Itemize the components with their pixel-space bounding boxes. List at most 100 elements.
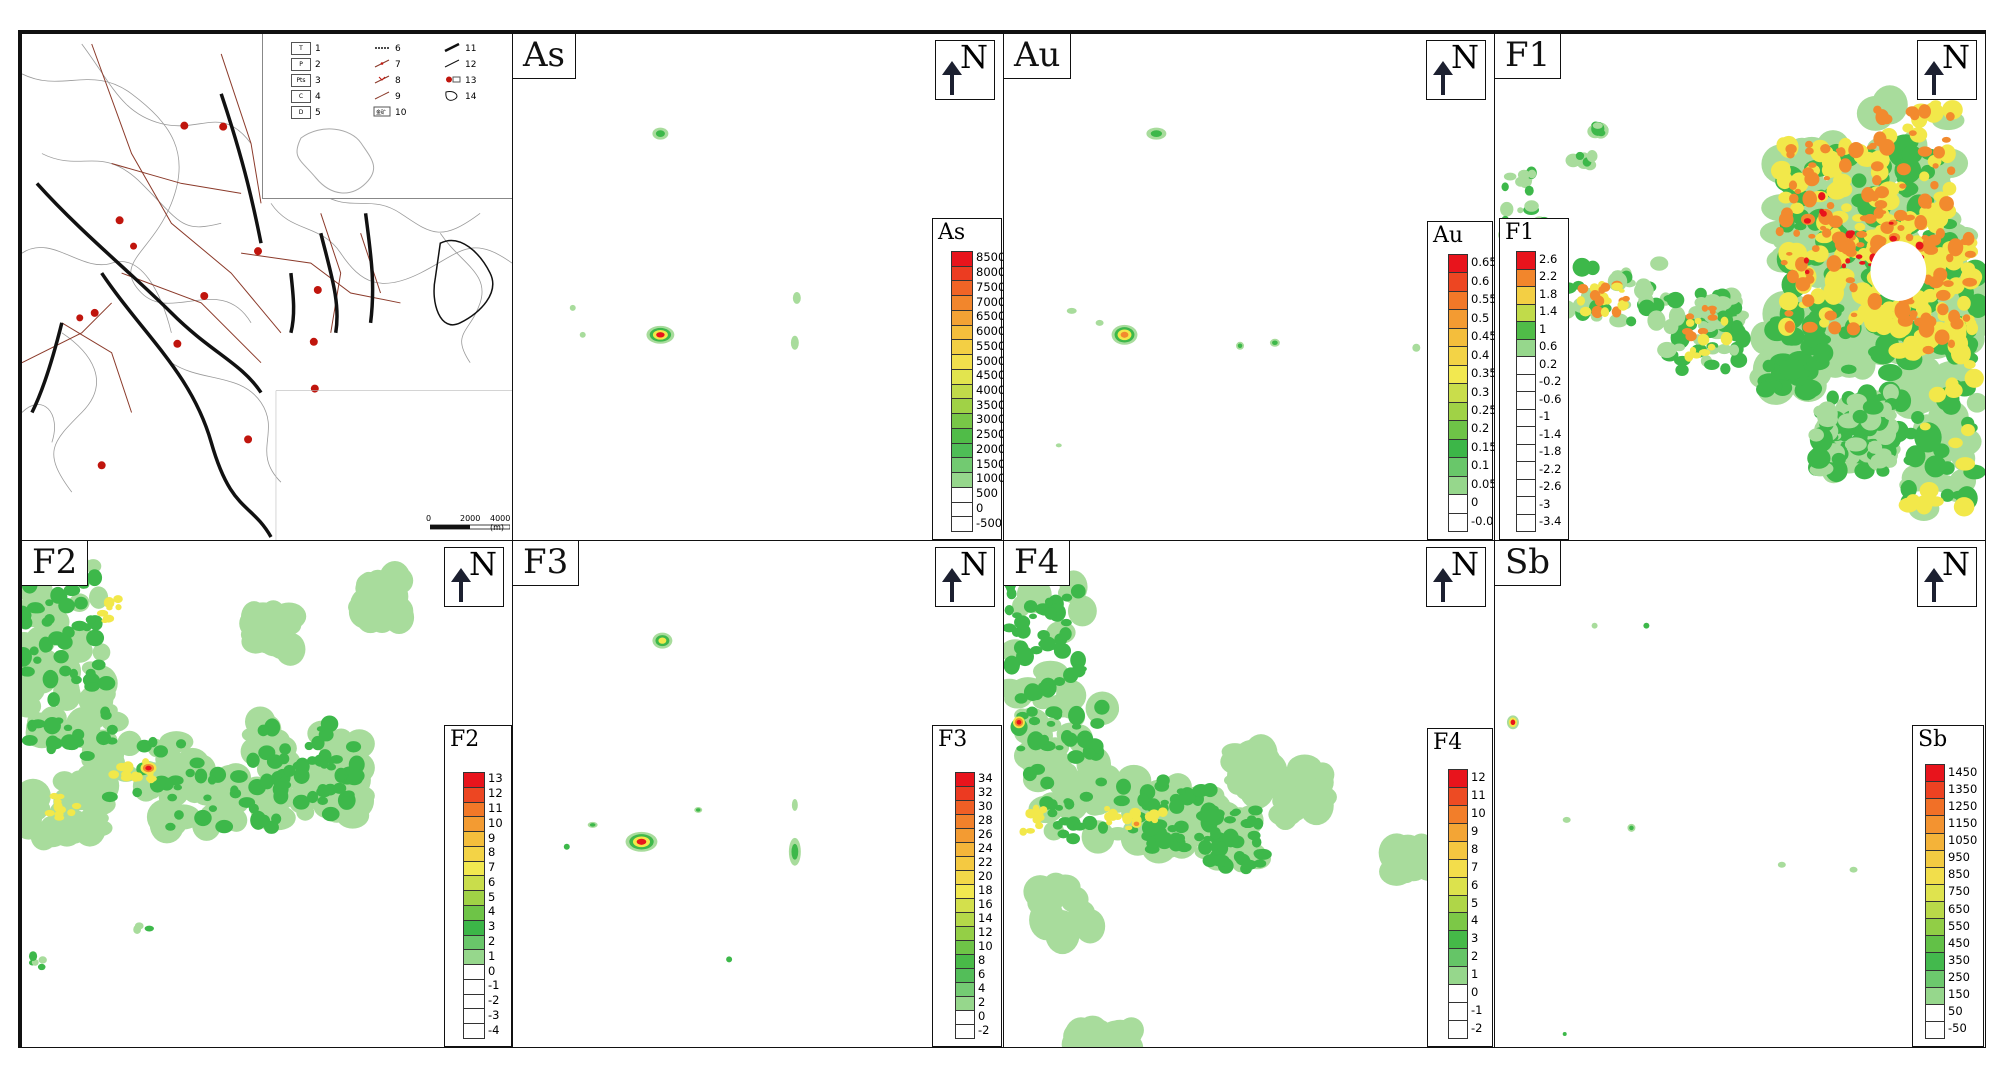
- anomaly-contour: [1845, 277, 1856, 284]
- legend-tick-label: 2.2: [1539, 269, 1558, 284]
- legend-swatch: [1448, 948, 1468, 968]
- legend-tick-label: 6: [978, 967, 986, 981]
- geology-legend-number: 10: [395, 108, 407, 118]
- anomaly-contour: [1780, 259, 1788, 266]
- anomaly-contour: [148, 736, 158, 748]
- anomaly-contour: [655, 130, 665, 138]
- legend-swatch: [463, 831, 485, 847]
- anomaly-contour: [1870, 453, 1889, 469]
- anomaly-contour: [1821, 228, 1832, 238]
- anomaly-contour: [193, 780, 217, 806]
- legend-title: Sb: [1918, 727, 1948, 752]
- anomaly-contour: [1966, 392, 1985, 413]
- color-legend-sb: Sb 1450 1350 1250 1150 1050 950 850 750 650 550 450…: [1912, 725, 1984, 1047]
- anomaly-contour: [1964, 250, 1976, 258]
- legend-tick-label: 6500: [976, 309, 1004, 324]
- anomaly-contour: [1918, 104, 1932, 119]
- anomaly-contour: [1707, 305, 1717, 312]
- anomaly-contour: [1241, 859, 1258, 870]
- anomaly-contour: [1155, 831, 1174, 850]
- north-arrow-icon: [1924, 568, 1944, 602]
- anomaly-contour: [30, 719, 46, 729]
- anomaly-contour: [1947, 339, 1956, 349]
- legend-tick-label: 1250: [1948, 798, 1978, 813]
- anomaly-contour: [1234, 774, 1258, 801]
- anomaly-contour: [22, 666, 35, 677]
- anomaly-contour: [1006, 588, 1017, 600]
- legend-tick-label: 8: [978, 953, 986, 967]
- anomaly-contour: [304, 741, 314, 751]
- anomaly-contour: [1060, 730, 1073, 745]
- geology-legend-item-14: 14: [443, 90, 476, 104]
- anomaly-contour: [1946, 253, 1954, 263]
- anomaly-contour: [1626, 316, 1637, 327]
- anomaly-contour: [1510, 719, 1516, 726]
- anomaly-contour: [1918, 319, 1935, 338]
- legend-swatch: [955, 800, 975, 815]
- color-legend-f2: F2 13 12 11 10 9 8 7 6 5 4 3 2 1 0 -1 -2 -3 -4: [444, 725, 512, 1047]
- anomaly-contour: [29, 604, 39, 611]
- legend-swatch: [955, 772, 975, 787]
- anomaly-contour: [1889, 235, 1897, 242]
- anomaly-contour: [1071, 664, 1086, 678]
- legend-tick-label: 1.4: [1539, 304, 1558, 319]
- legend-tick-label: 26: [978, 827, 993, 841]
- anomaly-contour: [1225, 748, 1252, 779]
- anomaly-contour: [1786, 150, 1795, 159]
- legend-swatch: [463, 801, 485, 818]
- legend-tick-label: 11: [488, 800, 503, 815]
- anomaly-contour: [1222, 828, 1239, 848]
- anomaly-contour: [1816, 401, 1838, 427]
- geology-legend-item-12: 12: [443, 58, 476, 72]
- figure-frame: T 1 P 2 Pts 3 C 4 D 5 6 7 8 9 金矿 10 11 12 13 14 0 2000 4000…: [18, 30, 1986, 1048]
- legend-tick-label: 5000: [976, 353, 1004, 368]
- north-label: N: [1451, 38, 1479, 76]
- anomaly-contour: [1011, 627, 1022, 637]
- legend-swatch: [463, 875, 485, 892]
- legend-tick-label: -3: [1539, 496, 1551, 511]
- geology-legend-number: 14: [465, 92, 477, 102]
- anomaly-contour: [1906, 298, 1915, 305]
- anomaly-map-au: [1055, 127, 1421, 448]
- anomaly-contour: [1617, 299, 1629, 311]
- legend-tick-label: 950: [1948, 850, 1970, 865]
- anomaly-contour: [1966, 293, 1985, 318]
- legend-swatch: [1516, 286, 1536, 305]
- anomaly-contour: [1071, 723, 1082, 730]
- legend-swatch: [1516, 426, 1536, 445]
- geology-legend-number: 12: [465, 60, 477, 70]
- anomaly-contour: [332, 782, 347, 794]
- legend-tick-label: 4500: [976, 368, 1004, 383]
- north-arrow-icon: [1924, 61, 1944, 95]
- legend-swatch: [1448, 290, 1468, 311]
- anomaly-contour: [1777, 861, 1786, 868]
- anomaly-contour: [208, 805, 218, 813]
- anomaly-contour: [1246, 745, 1281, 778]
- anomaly-contour: [1046, 720, 1056, 727]
- anomaly-contour: [189, 757, 205, 769]
- panel-label-f4: F4: [1004, 541, 1071, 586]
- legend-swatch: [951, 486, 973, 503]
- anomaly-contour: [1591, 622, 1598, 629]
- legend-tick-label: 0.65: [1471, 255, 1495, 270]
- anomaly-contour: [1942, 181, 1957, 196]
- anomaly-contour: [1778, 292, 1799, 311]
- legend-tick-label: -50: [1948, 1021, 1967, 1036]
- anomaly-contour: [1030, 646, 1043, 655]
- legend-swatch: [463, 919, 485, 936]
- north-label: N: [469, 545, 497, 583]
- anomaly-contour: [279, 743, 292, 755]
- anomaly-contour: [1811, 245, 1820, 252]
- anomaly-contour: [1826, 255, 1842, 272]
- legend-tick-label: 13: [488, 771, 503, 786]
- legend-swatch: [463, 890, 485, 906]
- anomaly-contour: [146, 774, 156, 784]
- geology-symbol-icon: P: [291, 58, 311, 71]
- anomaly-contour: [1930, 180, 1939, 190]
- north-arrow: N: [935, 547, 995, 607]
- anomaly-contour: [790, 335, 799, 350]
- legend-tick-label: 0.15: [1471, 439, 1495, 454]
- anomaly-contour: [79, 750, 95, 761]
- anomaly-contour: [91, 659, 106, 671]
- anomaly-contour: [1175, 833, 1186, 843]
